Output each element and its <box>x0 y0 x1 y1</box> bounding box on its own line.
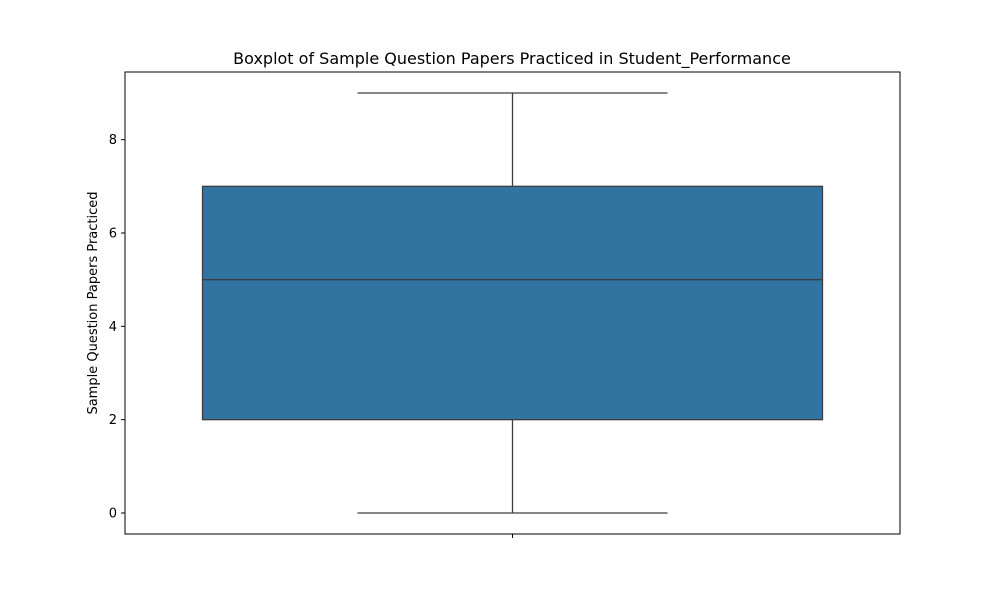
y-tick-label: 8 <box>109 133 117 148</box>
y-tick-label: 4 <box>109 320 117 335</box>
y-axis-label: Sample Question Papers Practiced <box>86 191 101 414</box>
y-axis-ticks: 0 2 4 6 8 <box>109 133 125 522</box>
box-plot-group <box>201 92 824 514</box>
interquartile-box <box>201 185 824 421</box>
chart-title: Boxplot of Sample Question Papers Practi… <box>233 49 791 69</box>
plot-area-frame <box>124 71 901 535</box>
y-tick-label: 2 <box>109 413 117 428</box>
y-tick-label: 6 <box>109 227 117 242</box>
y-tick-label: 0 <box>109 507 117 522</box>
